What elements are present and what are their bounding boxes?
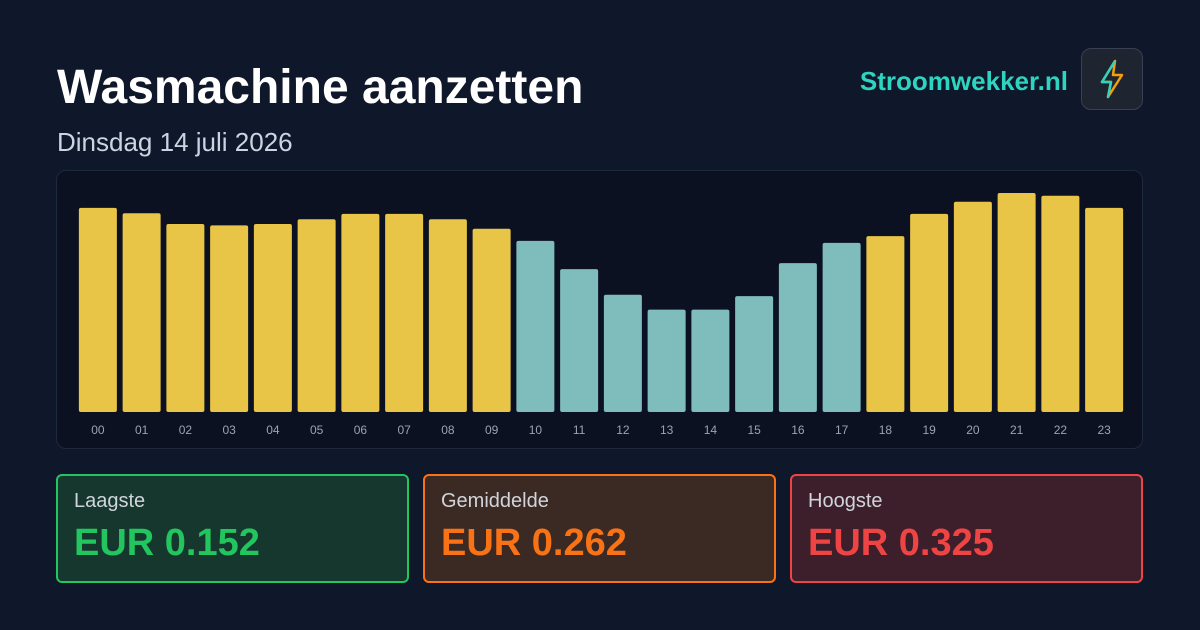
x-tick-label: 00: [91, 423, 105, 437]
x-tick-label: 17: [835, 423, 849, 437]
x-tick-label: 08: [441, 423, 455, 437]
x-tick-label: 23: [1097, 423, 1111, 437]
stat-value: EUR 0.325: [808, 522, 994, 564]
bar: [122, 213, 161, 412]
bar: [516, 240, 555, 412]
bar: [253, 223, 292, 412]
x-tick-label: 13: [660, 423, 674, 437]
x-tick-label: 12: [616, 423, 630, 437]
bar: [691, 309, 730, 412]
bar: [866, 236, 905, 412]
x-tick-label: 19: [922, 423, 936, 437]
bar: [910, 213, 949, 412]
stat-label: Hoogste: [808, 490, 883, 512]
stat-high: Hoogste EUR 0.325: [790, 474, 1143, 583]
x-tick-label: 07: [397, 423, 411, 437]
bar: [341, 213, 380, 412]
bar: [297, 219, 336, 412]
chart-panel: 00 01 02 03 04 05 06 07 08 09 10 11 12 13 14 15 16 17 18 19…: [56, 170, 1143, 449]
chart: 00 01 02 03 04 05 06 07 08 09 10 11 12 13 14 15 16 17 18 19…: [78, 193, 1124, 437]
brand: Stroomwekker.nl: [859, 66, 1068, 96]
x-tick-label: 15: [747, 423, 761, 437]
x-tick-label: 10: [529, 423, 543, 437]
x-tick-label: 21: [1010, 423, 1024, 437]
bar: [428, 219, 467, 412]
x-tick-label: 18: [879, 423, 893, 437]
stat-avg: Gemiddelde EUR 0.262: [423, 474, 776, 583]
stat-value: EUR 0.262: [441, 522, 627, 564]
x-tick-label: 02: [179, 423, 193, 437]
stat-low: Laagste EUR 0.152: [56, 474, 409, 583]
x-tick-label: 05: [310, 423, 324, 437]
bar: [210, 225, 249, 412]
x-tick-label: 11: [573, 423, 586, 437]
bar: [1085, 207, 1124, 412]
bar: [997, 193, 1036, 412]
stat-label: Gemiddelde: [441, 490, 549, 512]
subtitle: Dinsdag 14 juli 2026: [57, 127, 293, 157]
bar: [472, 228, 511, 412]
x-tick-label: 14: [704, 423, 718, 437]
bar: [822, 242, 861, 412]
x-tick-label: 04: [266, 423, 280, 437]
x-tick-label: 20: [966, 423, 980, 437]
stat-label: Laagste: [74, 490, 146, 512]
bar: [1041, 195, 1080, 412]
bar: [647, 309, 686, 412]
x-tick-label: 03: [222, 423, 236, 437]
x-tick-label: 09: [485, 423, 499, 437]
x-tick-label: 06: [354, 423, 368, 437]
bar: [953, 201, 992, 412]
brand-icon: [1081, 48, 1143, 110]
x-tick-label: 22: [1054, 423, 1068, 437]
x-tick-label: 16: [791, 423, 805, 437]
bar: [166, 223, 205, 412]
bar: [78, 207, 117, 412]
stat-value: EUR 0.152: [74, 522, 260, 564]
bar: [603, 294, 642, 412]
bar: [735, 296, 774, 412]
bar: [385, 213, 424, 412]
title: Wasmachine aanzetten: [57, 61, 584, 114]
bar: [560, 269, 599, 412]
x-tick-label: 01: [135, 423, 149, 437]
bar: [778, 263, 817, 412]
